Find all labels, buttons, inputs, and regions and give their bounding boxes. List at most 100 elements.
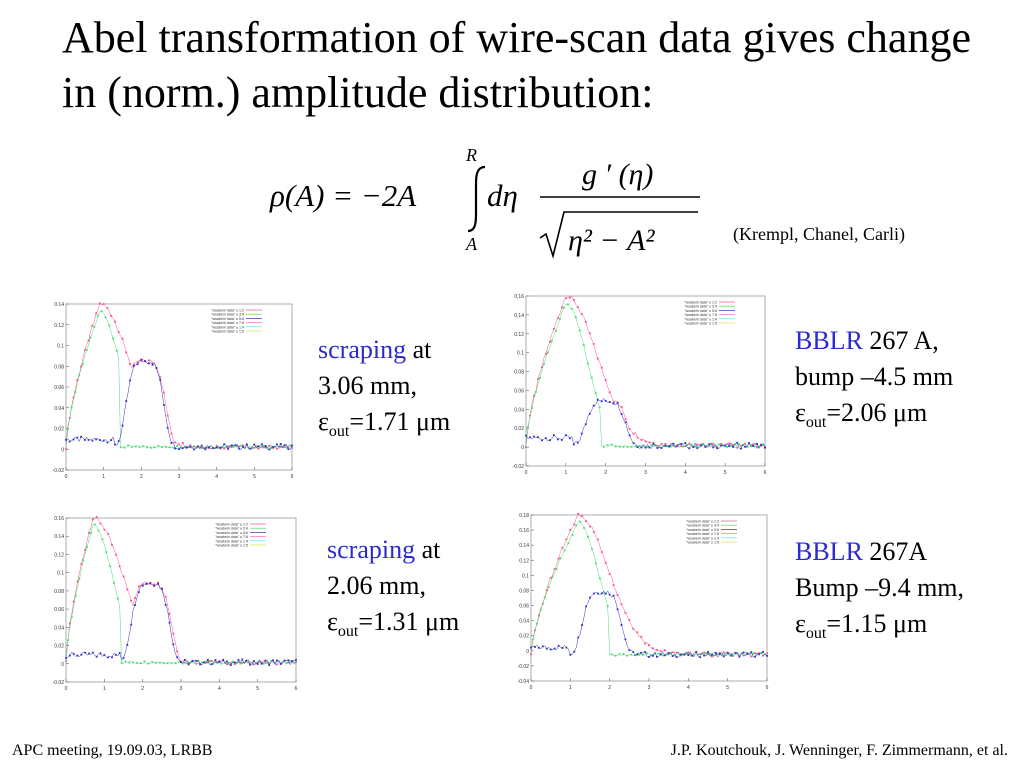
series-point xyxy=(233,661,236,664)
series-point xyxy=(212,662,215,665)
series-point xyxy=(115,349,118,352)
series-point xyxy=(682,445,685,448)
series-point xyxy=(626,654,629,657)
series-point xyxy=(700,443,703,446)
series-point xyxy=(543,363,545,366)
series-point xyxy=(661,654,664,657)
series-point xyxy=(614,654,617,657)
series-point xyxy=(740,444,742,447)
series-point xyxy=(650,654,652,657)
series-point xyxy=(758,445,760,448)
series-point xyxy=(264,446,267,449)
series-point xyxy=(591,548,593,550)
series-point xyxy=(178,660,180,663)
x-tick-label: 2 xyxy=(141,686,144,692)
series-point xyxy=(556,438,559,441)
series-point xyxy=(78,577,81,580)
formula-lhs: ρ(A) = −2A xyxy=(269,178,417,213)
series-point xyxy=(145,583,148,585)
series-point xyxy=(663,649,666,651)
legend-label: "wsabeln data" u 3:4 xyxy=(215,527,248,531)
series-point xyxy=(226,660,228,663)
series-point xyxy=(193,445,195,448)
series-point xyxy=(527,425,529,428)
series-point xyxy=(93,326,96,328)
series-point xyxy=(153,584,156,587)
series-point xyxy=(614,445,617,448)
series-point xyxy=(676,445,679,448)
series-point xyxy=(608,401,611,403)
series-point xyxy=(628,434,631,437)
series-point xyxy=(74,594,77,597)
caption-sub: out xyxy=(805,625,827,643)
x-tick-label: 5 xyxy=(726,685,729,691)
series-point xyxy=(279,445,282,448)
series-point xyxy=(151,363,154,366)
series-point xyxy=(596,592,599,595)
series-point xyxy=(88,531,90,534)
series-point xyxy=(720,442,723,445)
series-point xyxy=(134,445,137,448)
series-point xyxy=(215,444,218,447)
series-point xyxy=(168,621,171,624)
series-point xyxy=(668,446,671,448)
x-tick-label: 0 xyxy=(65,474,68,480)
series-point xyxy=(210,445,212,447)
series-point xyxy=(644,440,647,443)
series-point xyxy=(570,307,573,310)
sqrt-sign xyxy=(539,211,698,259)
series-point xyxy=(692,446,695,448)
series-point xyxy=(157,581,159,584)
series-point xyxy=(144,360,146,362)
series-point xyxy=(533,435,535,438)
series-point xyxy=(191,660,194,662)
series-point xyxy=(239,662,242,665)
wire-scan-plot-3: 0.160.140.120.10.080.060.040.020-0.020 1 2… xyxy=(53,516,298,692)
series-point xyxy=(106,441,109,444)
series-point xyxy=(130,623,133,626)
series-point xyxy=(168,612,171,615)
series-point xyxy=(766,654,768,657)
series-point xyxy=(162,662,165,665)
series-point xyxy=(593,531,595,533)
series-point xyxy=(648,656,650,658)
series-point xyxy=(709,652,711,655)
series-point xyxy=(114,443,116,446)
legend-label: "wsabeln data" u 1:5 xyxy=(211,330,244,334)
series-point xyxy=(565,538,568,541)
series-point xyxy=(276,447,278,450)
series-point xyxy=(136,363,139,366)
caption-line2: 2.06 mm, xyxy=(327,571,426,600)
series-point xyxy=(82,363,84,366)
x-tick-label: 3 xyxy=(180,686,183,692)
series-point xyxy=(654,652,656,655)
series-point xyxy=(699,653,702,655)
series-point xyxy=(170,432,173,435)
series-point xyxy=(159,661,161,664)
series-point xyxy=(744,442,746,445)
y-tick-label: 0.12 xyxy=(54,323,64,329)
series-point xyxy=(228,444,231,447)
series-point xyxy=(675,651,678,654)
series-point xyxy=(140,358,143,361)
series-point xyxy=(648,644,650,647)
series-point xyxy=(628,619,631,621)
series-point xyxy=(622,445,625,448)
series-point xyxy=(718,651,721,654)
series-point xyxy=(539,377,541,379)
series-point xyxy=(766,652,768,655)
series-point xyxy=(260,661,263,664)
series-point xyxy=(728,445,731,448)
series-point xyxy=(644,651,646,653)
series-point xyxy=(549,577,552,579)
series-point xyxy=(736,446,739,449)
caption-epsilon: ε xyxy=(327,607,338,636)
series-point xyxy=(238,445,241,448)
series-point xyxy=(694,445,697,448)
series-point xyxy=(129,363,131,365)
series-point xyxy=(257,445,259,448)
series-point xyxy=(688,447,691,450)
series-point xyxy=(537,378,539,380)
series-point xyxy=(684,442,687,444)
series-point xyxy=(163,404,165,406)
